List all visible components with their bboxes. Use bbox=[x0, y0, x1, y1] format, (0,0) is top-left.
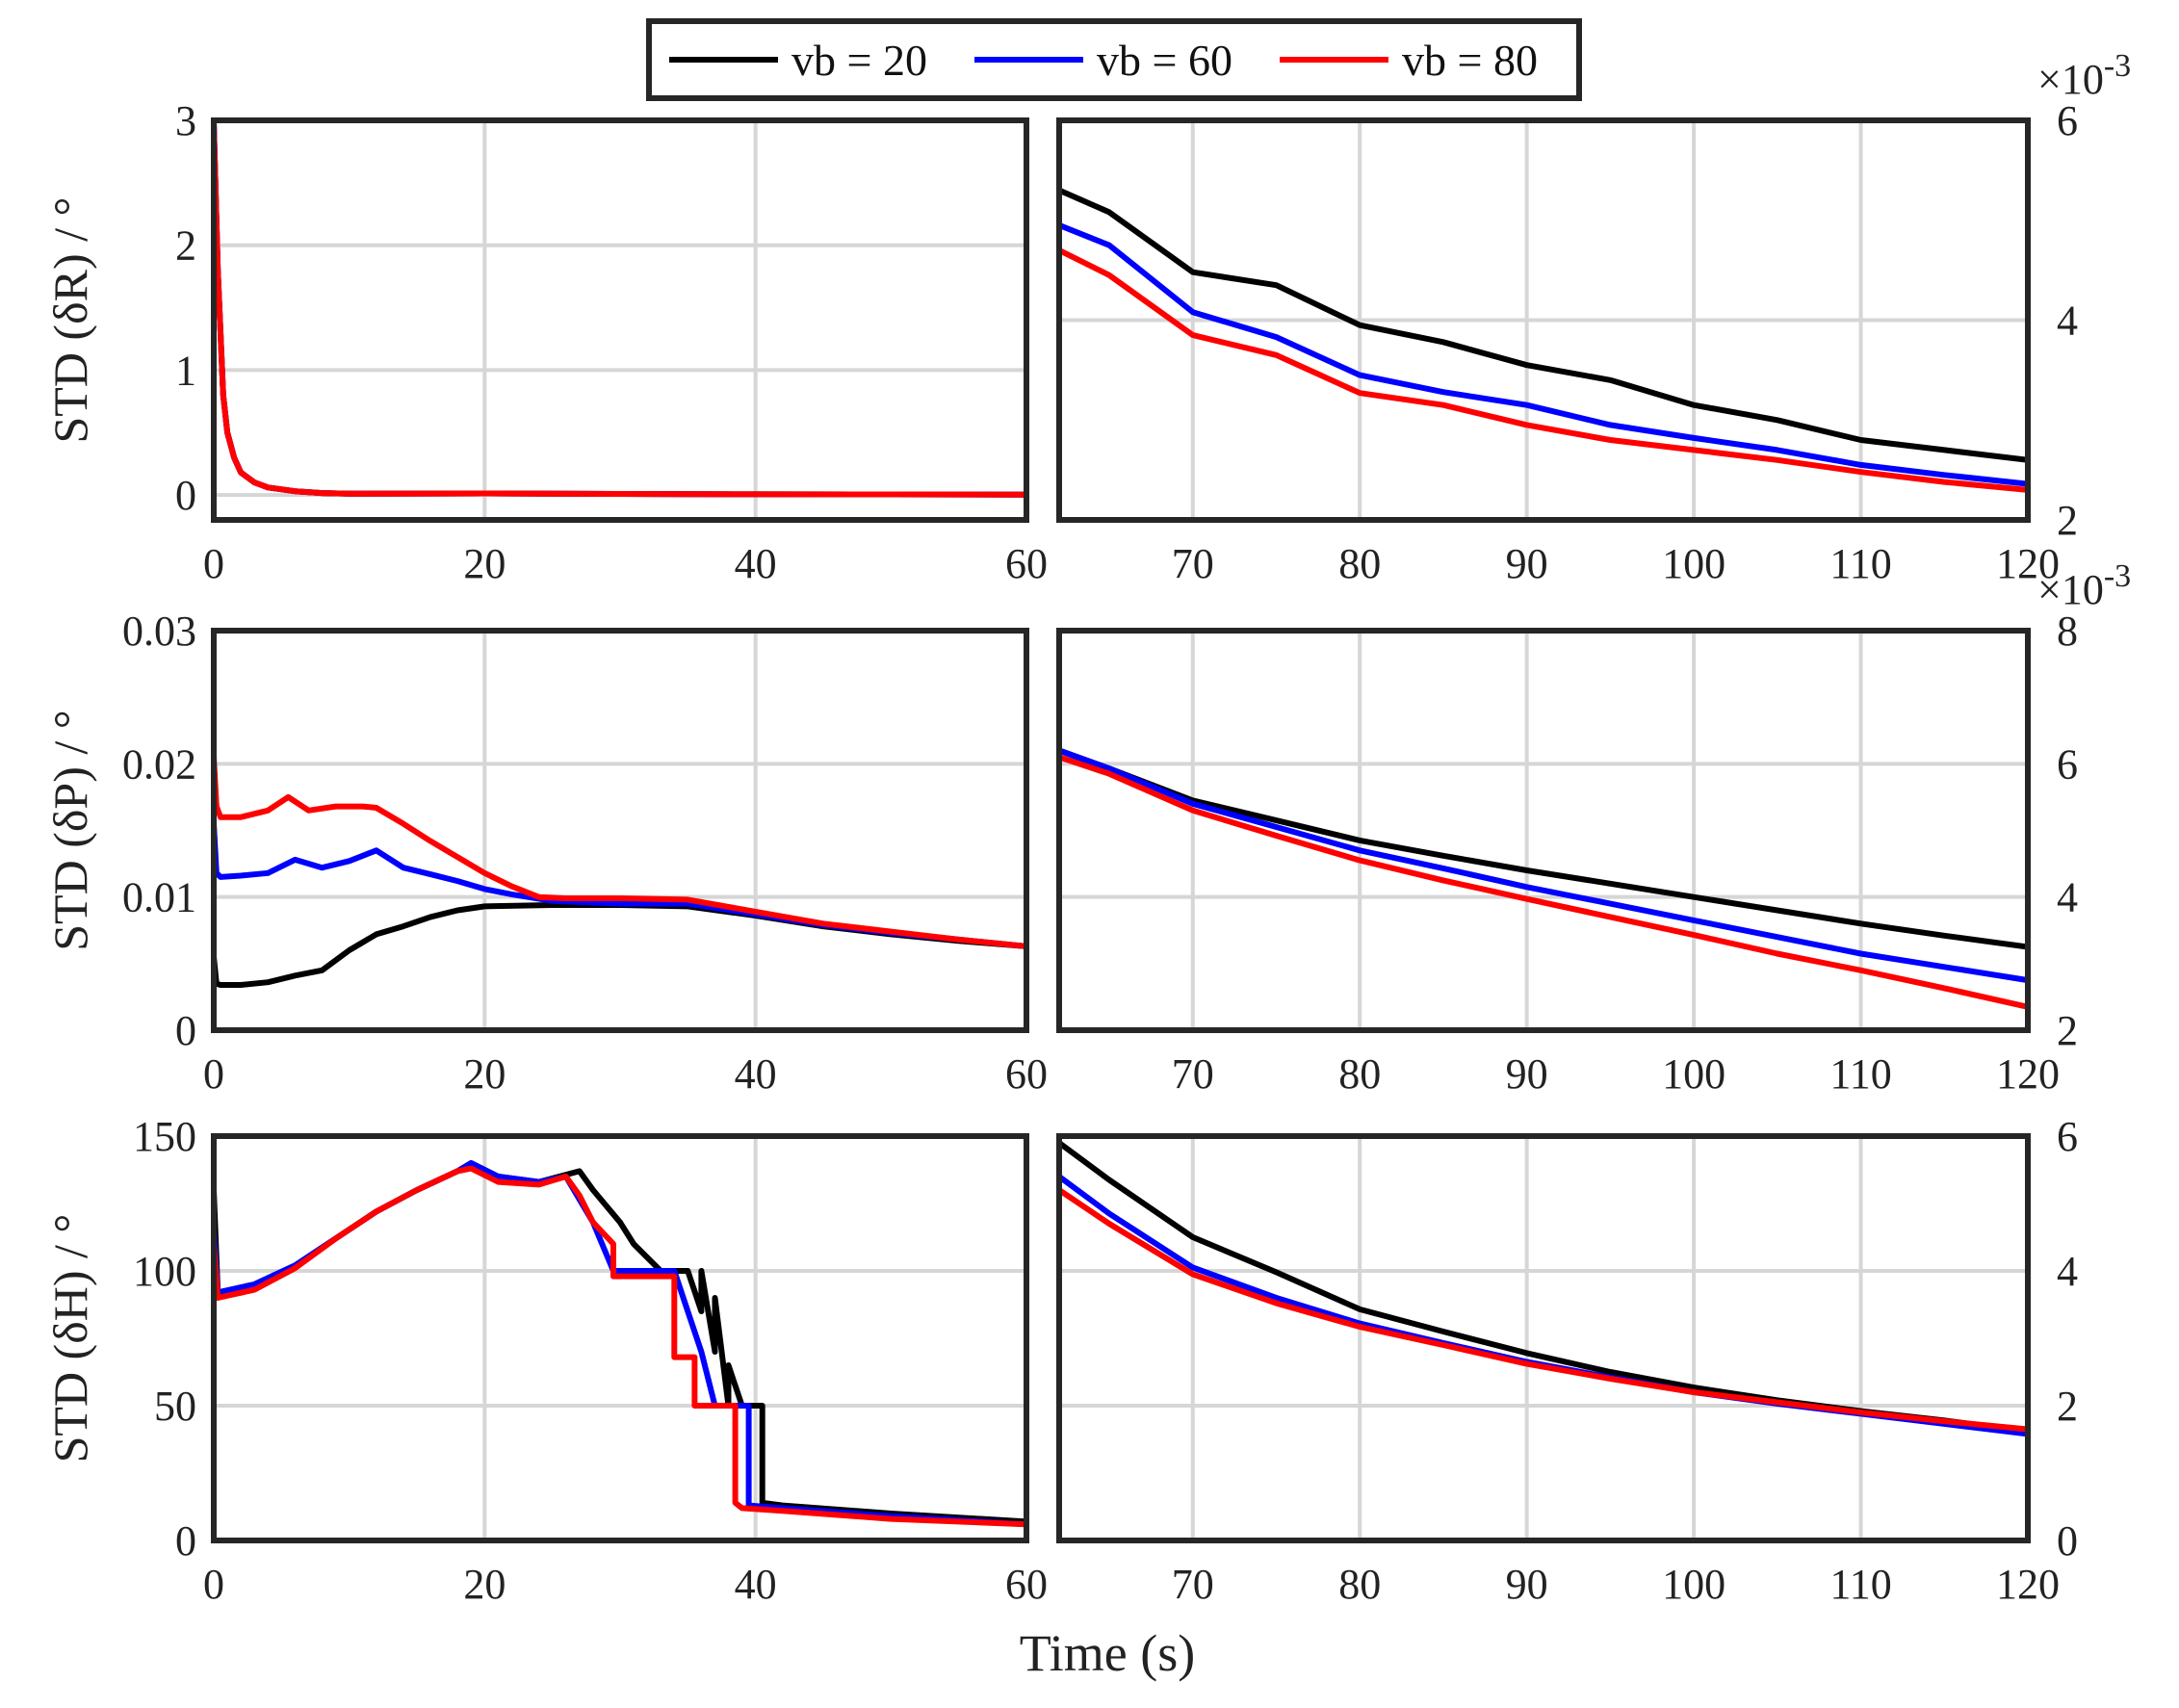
panel-row2-left: 0 20 40 60 0 0.01 0.02 0.03 bbox=[122, 608, 1048, 1098]
y-axis-label-row2: STD (δP) / ° bbox=[43, 710, 97, 951]
y-tick-label: 6 bbox=[2057, 1113, 2078, 1160]
panel-row3-left: 0 20 40 60 0 50 100 150 bbox=[133, 1113, 1048, 1608]
series-line-vb-60 bbox=[1059, 221, 2028, 487]
x-tick-label: 70 bbox=[1172, 540, 1214, 587]
x-tick-label: 40 bbox=[735, 1561, 777, 1608]
y-axis-exponent: ×10-3 bbox=[2037, 558, 2131, 613]
y-tick-label: 0.03 bbox=[122, 608, 196, 655]
x-tick-label: 40 bbox=[735, 1050, 777, 1098]
y-tick-label: 2 bbox=[2057, 1007, 2078, 1054]
y-tick-label: 0 bbox=[175, 1007, 196, 1054]
y-axis-label-row1: STD (δR) / ° bbox=[43, 196, 97, 443]
y-tick-label: 0 bbox=[175, 1517, 196, 1565]
x-tick-label: 60 bbox=[1005, 1561, 1048, 1608]
x-tick-label: 90 bbox=[1506, 540, 1548, 587]
series-line-vb-80 bbox=[1059, 754, 2028, 1010]
y-tick-label: 6 bbox=[2057, 740, 2078, 788]
y-tick-label: 4 bbox=[2057, 298, 2078, 345]
axes-frame bbox=[211, 628, 1029, 1033]
y-tick-label: 1 bbox=[175, 347, 196, 394]
x-tick-label: 20 bbox=[463, 1050, 506, 1098]
y-tick-label: 0.01 bbox=[122, 874, 196, 921]
x-tick-label: 60 bbox=[1005, 1050, 1048, 1098]
legend-box bbox=[646, 18, 1582, 101]
x-tick-label: 60 bbox=[1005, 540, 1048, 587]
y-tick-label: 2 bbox=[2057, 497, 2078, 544]
x-tick-label: 40 bbox=[735, 540, 777, 587]
series-group bbox=[1059, 747, 2028, 1010]
axes-frame bbox=[1056, 117, 2031, 523]
series-line-vb-60 bbox=[1059, 747, 2028, 984]
x-tick-label: 120 bbox=[1996, 540, 2060, 587]
panel-row1-left: 0 20 40 60 0 1 2 3 bbox=[175, 97, 1048, 587]
x-tick-label: 0 bbox=[203, 1050, 224, 1098]
plot-area bbox=[214, 120, 1026, 520]
y-tick-label: 2 bbox=[175, 222, 196, 270]
x-tick-label: 120 bbox=[1996, 1561, 2060, 1608]
y-tick-label: 0 bbox=[2057, 1517, 2078, 1565]
x-tick-label: 120 bbox=[1996, 1050, 2060, 1098]
x-tick-label: 100 bbox=[1662, 1561, 1725, 1608]
y-tick-label: 150 bbox=[133, 1113, 196, 1160]
series-line-vb-80 bbox=[1059, 246, 2028, 493]
legend: vb = 20 vb = 60 vb = 80 bbox=[646, 18, 1582, 101]
series-line-vb-80 bbox=[214, 754, 1026, 949]
series-group bbox=[214, 120, 1026, 498]
x-axis-label: Time (s) bbox=[1020, 1624, 1196, 1682]
x-tick-label: 110 bbox=[1829, 540, 1891, 587]
y-tick-label: 0 bbox=[175, 472, 196, 519]
y-tick-label: 4 bbox=[2057, 874, 2078, 921]
x-tick-label: 20 bbox=[463, 540, 506, 587]
x-tick-label: 80 bbox=[1338, 540, 1381, 587]
x-tick-label: 0 bbox=[203, 1561, 224, 1608]
series-group bbox=[214, 754, 1026, 988]
y-tick-label: 8 bbox=[2057, 608, 2078, 655]
plot-area bbox=[1059, 631, 2028, 1030]
legend-label-vb60: vb = 60 bbox=[1097, 36, 1232, 85]
axes-frame bbox=[211, 1133, 1029, 1543]
y-tick-label: 4 bbox=[2057, 1248, 2078, 1295]
plot-area bbox=[214, 1136, 1026, 1540]
series-group bbox=[214, 1160, 1026, 1528]
axes-frame bbox=[1056, 1133, 2031, 1543]
y-axis-exponent: ×10-3 bbox=[2037, 48, 2131, 103]
series-group bbox=[1059, 187, 2028, 493]
plot-area bbox=[214, 631, 1026, 1030]
axes-frame bbox=[211, 117, 1029, 523]
x-tick-label: 80 bbox=[1338, 1561, 1381, 1608]
x-tick-label: 80 bbox=[1338, 1050, 1381, 1098]
x-tick-label: 100 bbox=[1662, 1050, 1725, 1098]
x-tick-label: 90 bbox=[1506, 1050, 1548, 1098]
x-tick-label: 70 bbox=[1172, 1050, 1214, 1098]
series-line-vb-80 bbox=[1059, 1187, 2028, 1433]
series-line-vb-80 bbox=[214, 1165, 1026, 1528]
y-axis-label-row3: STD (δH) / ° bbox=[43, 1214, 97, 1463]
x-tick-label: 20 bbox=[463, 1561, 506, 1608]
x-tick-label: 70 bbox=[1172, 1561, 1214, 1608]
plot-area bbox=[1059, 1136, 2028, 1540]
y-tick-label: 3 bbox=[175, 97, 196, 144]
series-line-vb-20 bbox=[1059, 747, 2028, 950]
x-tick-label: 0 bbox=[203, 540, 224, 587]
x-tick-label: 100 bbox=[1662, 540, 1725, 587]
y-tick-label: 50 bbox=[154, 1383, 196, 1430]
x-tick-label: 110 bbox=[1829, 1561, 1891, 1608]
x-tick-label: 90 bbox=[1506, 1561, 1548, 1608]
legend-label-vb20: vb = 20 bbox=[791, 36, 927, 85]
legend-label-vb80: vb = 80 bbox=[1402, 36, 1538, 85]
series-group bbox=[1059, 1140, 2028, 1437]
y-tick-label: 6 bbox=[2057, 97, 2078, 144]
y-tick-label: 100 bbox=[133, 1248, 196, 1295]
y-tick-label: 2 bbox=[2057, 1383, 2078, 1430]
y-tick-label: 0.02 bbox=[122, 740, 196, 788]
axes-frame bbox=[1056, 628, 2031, 1033]
series-line-vb-20 bbox=[1059, 187, 2028, 463]
x-tick-label: 110 bbox=[1829, 1050, 1891, 1098]
series-line-vb-80 bbox=[214, 120, 1026, 498]
